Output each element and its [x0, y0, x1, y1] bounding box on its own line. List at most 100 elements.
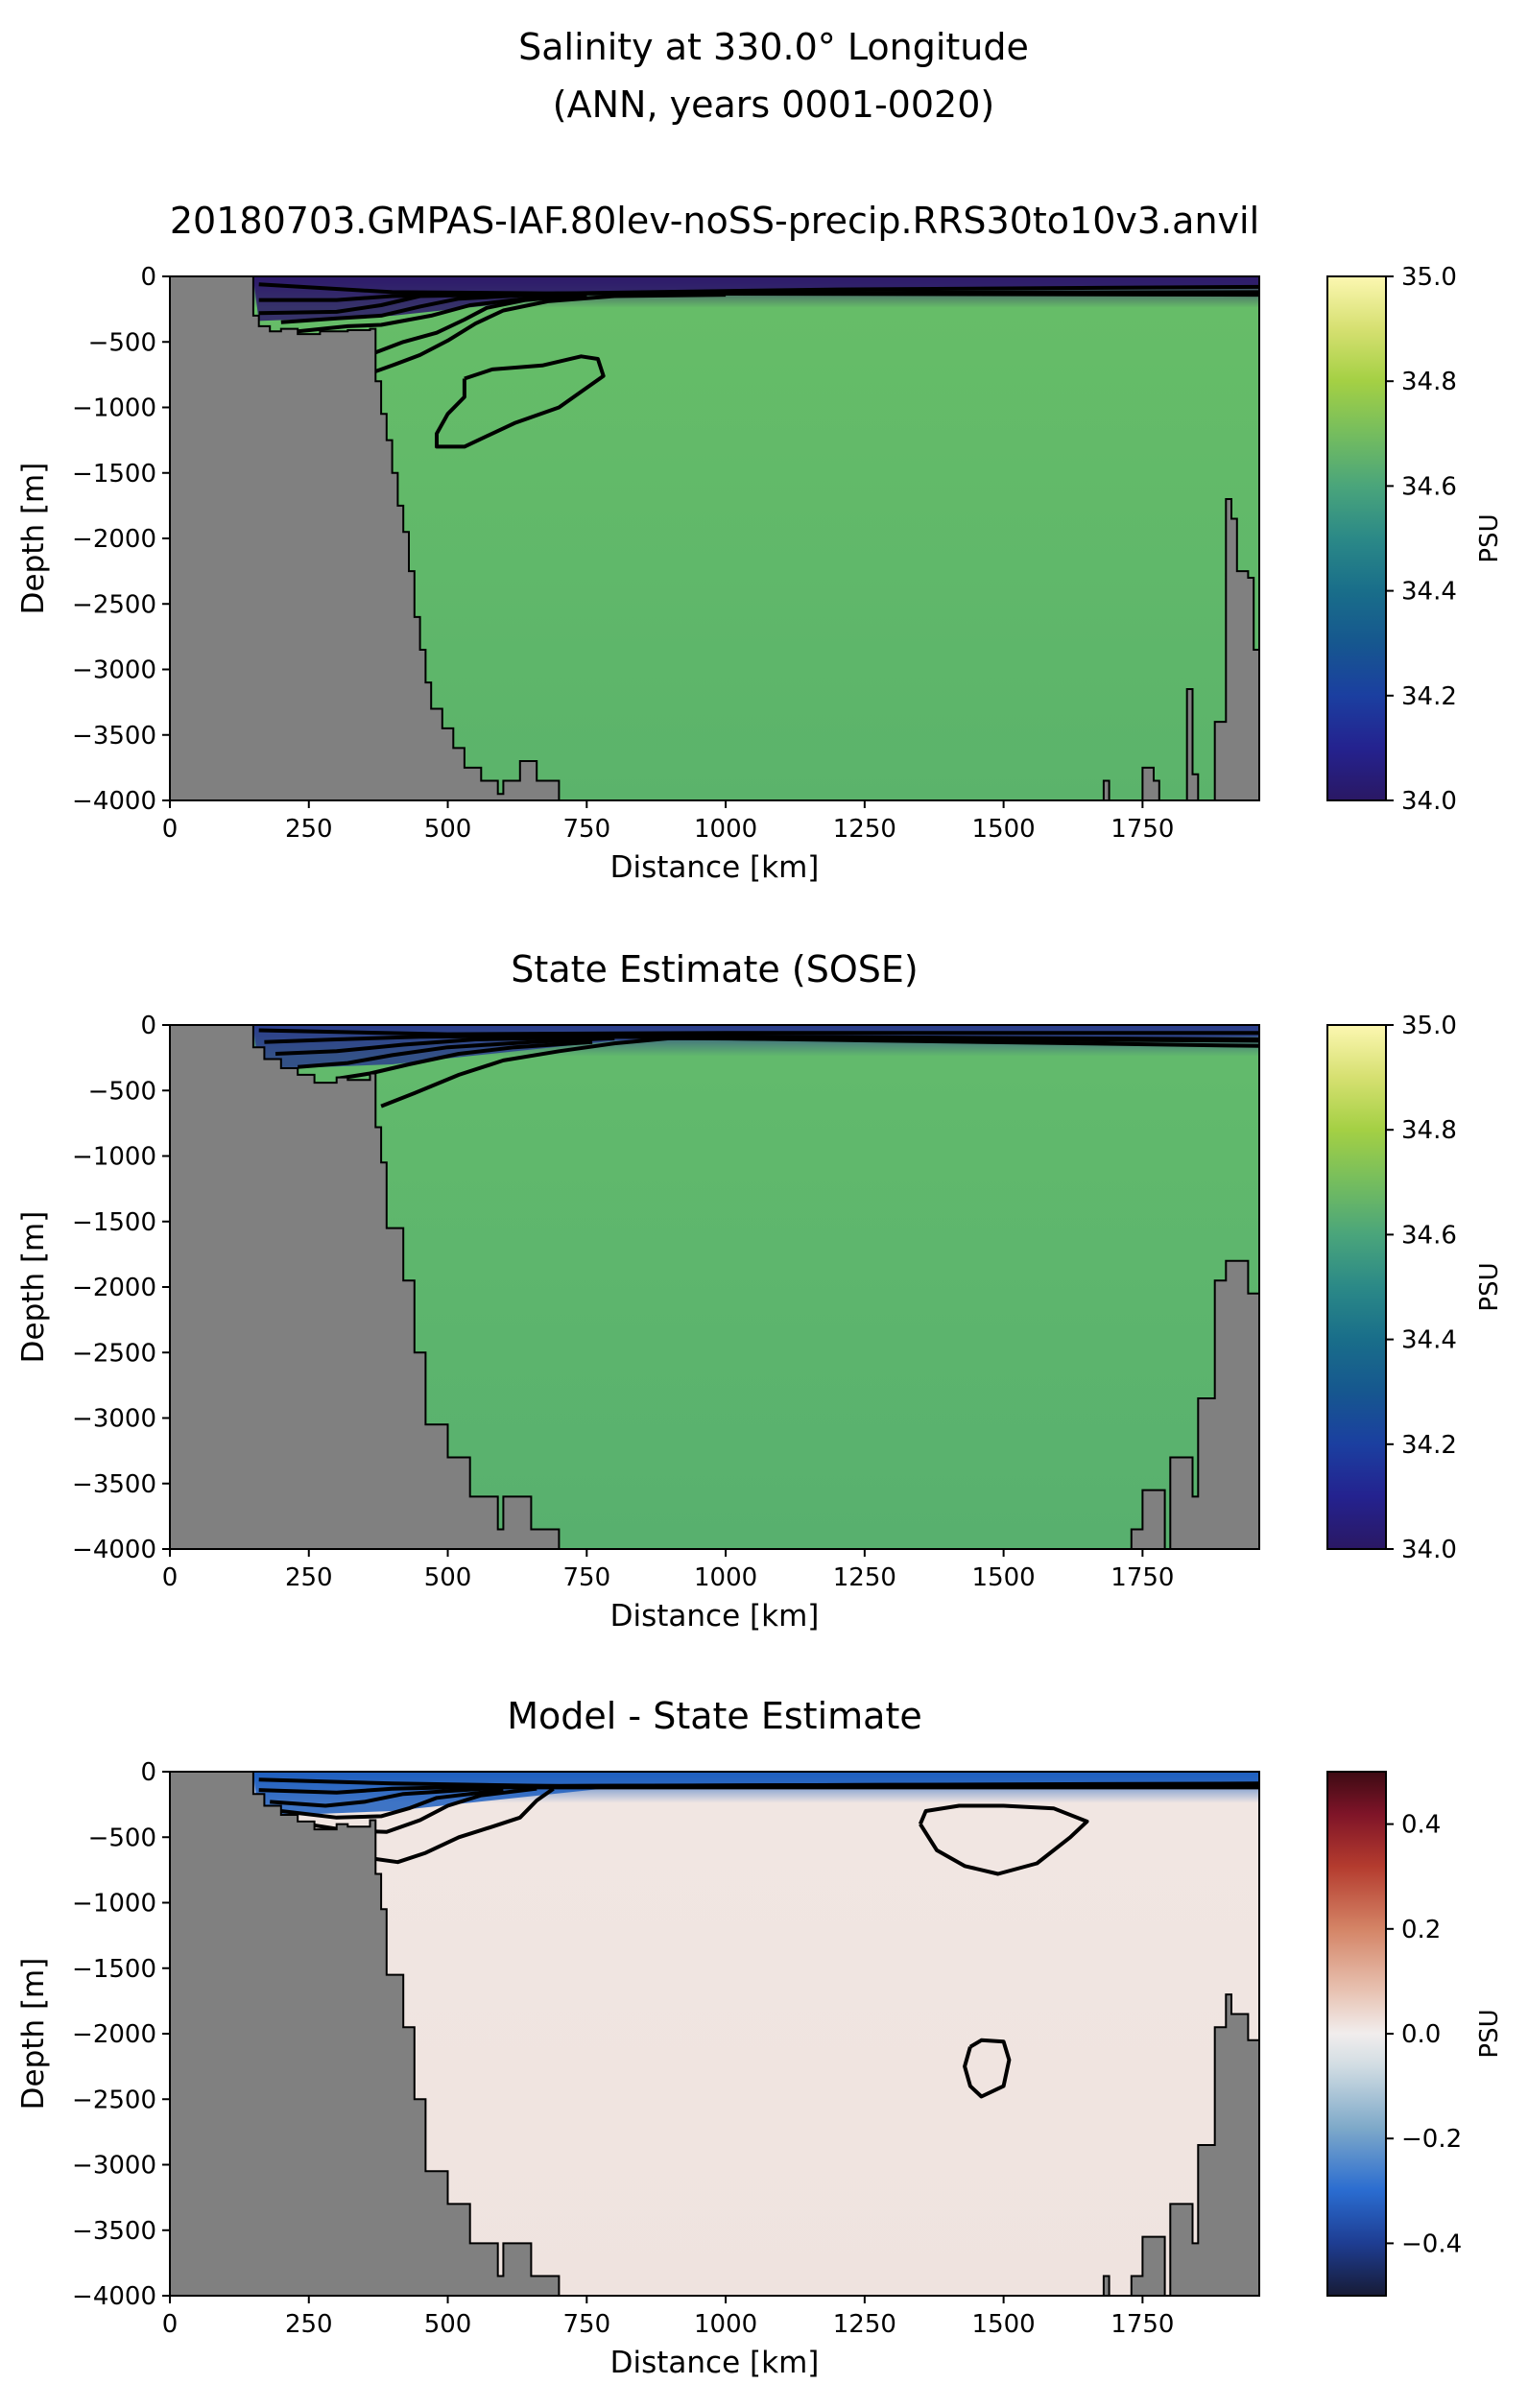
x-axis-label: Distance [km] — [610, 850, 820, 885]
y-tick-label: −2000 — [72, 525, 156, 554]
colorbar-tick-label: 34.0 — [1401, 787, 1457, 816]
y-tick-label: −4000 — [72, 2282, 156, 2311]
contour-line — [380, 1036, 1259, 1109]
y-tick-label: −2000 — [72, 2020, 156, 2049]
contour-line — [370, 1787, 555, 1865]
y-tick-label: −1000 — [72, 1143, 156, 1172]
x-tick-label: 1500 — [972, 2310, 1036, 2339]
x-tick-label: 250 — [285, 1563, 333, 1592]
x-axis-label: Distance [km] — [610, 2346, 820, 2380]
colorbar-tick-label: 34.4 — [1401, 578, 1457, 607]
y-tick-label: −2000 — [72, 1274, 156, 1302]
contour-line — [280, 1788, 504, 1820]
panel-title: 20180703.GMPAS-IAF.80lev-noSS-precip.RRS… — [170, 200, 1259, 242]
colorbar-tick-label: 34.8 — [1401, 1116, 1457, 1145]
plot-area — [170, 1025, 1259, 1549]
panel-title: Model - State Estimate — [507, 1695, 921, 1737]
bathymetry-land — [170, 1772, 1259, 2296]
panel-3: Model - State Estimate 0 250 500 750 1000 1250… — [16, 1695, 1504, 2380]
x-tick-label: 1000 — [694, 2310, 757, 2339]
colorbar-tick-label: 34.2 — [1401, 1431, 1457, 1460]
x-tick-label: 0 — [162, 2310, 179, 2339]
x-tick-label: 1500 — [972, 1563, 1036, 1592]
contour-line — [336, 1039, 593, 1081]
y-tick-label: −1000 — [72, 394, 156, 423]
colorbar-tick-label: 34.6 — [1401, 472, 1457, 501]
colorbar — [1326, 1024, 1387, 1550]
panel-1: 20180703.GMPAS-IAF.80lev-noSS-precip.RRS… — [16, 200, 1504, 885]
colorbar-tick-label: 34.2 — [1401, 682, 1457, 711]
panel-title: State Estimate (SOSE) — [511, 948, 918, 990]
y-tick-label: 0 — [140, 1012, 156, 1040]
x-axis-label: Distance [km] — [610, 1599, 820, 1633]
contour-line — [264, 1033, 1259, 1044]
x-tick-label: 750 — [562, 815, 610, 844]
panels: 20180703.GMPAS-IAF.80lev-noSS-precip.RRS… — [16, 200, 1504, 2380]
figure-title: Salinity at 330.0° Longitude — [518, 26, 1029, 68]
bathymetry-land — [170, 1025, 1259, 1549]
x-tick-label: 1250 — [833, 2310, 896, 2339]
x-tick-label: 750 — [562, 2310, 610, 2339]
contour-line — [369, 293, 727, 375]
x-tick-label: 1500 — [972, 815, 1036, 844]
contour-line — [435, 354, 606, 449]
y-tick-label: −4000 — [72, 787, 156, 816]
colorbar-tick-label: 0.2 — [1401, 1916, 1441, 1944]
x-tick-label: 750 — [562, 1563, 610, 1592]
colorbar — [1326, 275, 1387, 801]
colorbar-tick-label: 35.0 — [1401, 1012, 1457, 1040]
y-axis-label: Depth [m] — [16, 1958, 51, 2110]
y-tick-label: −3000 — [72, 1405, 156, 1434]
colorbar-tick-label: −0.2 — [1401, 2125, 1462, 2154]
colorbar-tick-label: 34.4 — [1401, 1326, 1457, 1355]
contour-line — [298, 1036, 615, 1069]
y-tick-label: −3000 — [72, 2152, 156, 2181]
x-tick-label: 0 — [162, 1563, 179, 1592]
contour-line — [258, 1782, 1259, 1795]
colorbar-tick-label: 34.0 — [1401, 1536, 1457, 1564]
y-tick-label: −1500 — [72, 460, 156, 489]
contour-line — [918, 1803, 1089, 1876]
y-tick-label: −3000 — [72, 656, 156, 685]
y-tick-label: −4000 — [72, 1536, 156, 1564]
contour-line — [963, 2038, 1012, 2099]
x-tick-label: 1750 — [1110, 815, 1174, 844]
colorbar-tick-label: 0.0 — [1401, 2020, 1441, 2049]
x-tick-label: 500 — [424, 2310, 472, 2339]
x-tick-label: 1000 — [694, 815, 757, 844]
y-tick-label: −500 — [88, 1077, 156, 1106]
colorbar-label: PSU — [1475, 513, 1504, 562]
y-tick-label: −2500 — [72, 590, 156, 619]
y-tick-label: −1000 — [72, 1890, 156, 1919]
colorbar-tick-label: 34.6 — [1401, 1221, 1457, 1250]
y-tick-label: −1500 — [72, 1208, 156, 1237]
figure-subtitle: (ANN, years 0001-0020) — [553, 83, 994, 126]
x-tick-label: 250 — [285, 2310, 333, 2339]
x-tick-label: 250 — [285, 815, 333, 844]
x-tick-label: 500 — [424, 1563, 472, 1592]
y-axis-label: Depth [m] — [16, 1211, 51, 1364]
colorbar-tick-label: 0.4 — [1401, 1811, 1441, 1840]
colorbar-label: PSU — [1475, 2009, 1504, 2058]
y-tick-label: 0 — [140, 1758, 156, 1787]
colorbar-tick-label: −0.4 — [1401, 2229, 1462, 2258]
y-tick-label: −500 — [88, 1824, 156, 1852]
x-tick-label: 1250 — [833, 1563, 896, 1592]
y-tick-label: −3500 — [72, 722, 156, 751]
colorbar-tick-label: 35.0 — [1401, 263, 1457, 292]
y-tick-label: −3500 — [72, 1470, 156, 1499]
colorbar-tick-label: 34.8 — [1401, 368, 1457, 396]
contour-line — [270, 1785, 1259, 1808]
y-tick-label: −500 — [88, 328, 156, 357]
y-tick-label: −3500 — [72, 2217, 156, 2246]
panel-2: State Estimate (SOSE) 0 250 500 750 1000 1250 1… — [16, 948, 1504, 1633]
x-tick-label: 1000 — [694, 1563, 757, 1592]
contour-line — [280, 291, 560, 324]
y-tick-label: −2500 — [72, 1339, 156, 1368]
colorbar — [1326, 1771, 1387, 2297]
x-tick-label: 0 — [162, 815, 179, 844]
x-tick-label: 1750 — [1110, 1563, 1174, 1592]
bathymetry-land — [170, 276, 1259, 800]
plot-area — [170, 276, 1259, 800]
